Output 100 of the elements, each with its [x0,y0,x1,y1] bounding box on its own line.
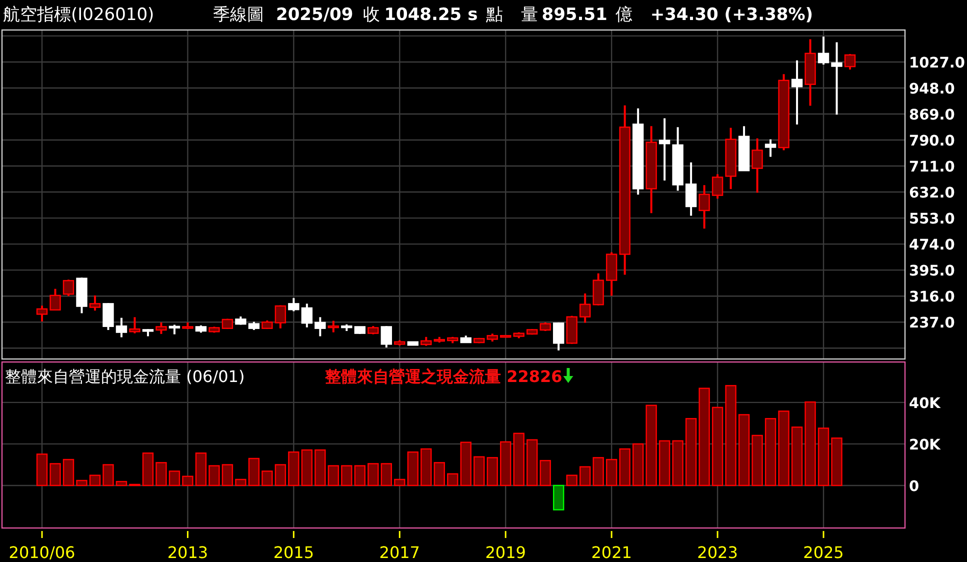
y-tick-label: 869.0 [909,107,955,124]
annotation: 整體來自營運之現金流量 22826 [324,367,562,386]
candlestick [818,36,830,66]
bar [579,466,591,486]
candlestick [380,325,392,348]
bar [341,465,352,486]
chart-title: 航空指標(I026010) [3,5,154,25]
y-tick-label: 632.0 [909,186,955,202]
text: 895.51 [542,5,608,25]
bar [36,454,48,486]
bar [380,463,392,486]
candlestick [129,316,140,334]
text: +34.30 (+3.38%) [650,5,814,25]
text: 億 [615,5,632,25]
candlestick [685,161,697,217]
y-tick-label: 790.0 [909,134,955,150]
bar [632,443,644,486]
bar [460,442,472,486]
y-tick-label: 316.0 [909,290,955,306]
bar [791,426,803,486]
candlestick [752,137,763,194]
bar [552,484,564,510]
bar [76,480,88,486]
bar [222,464,234,486]
text: 點 [484,5,503,25]
bar [142,452,154,486]
y-tick-label: 237.0 [909,316,955,332]
bar [208,465,220,486]
bar [274,464,286,486]
bar [368,463,379,486]
candlestick [698,184,710,230]
candlestick [102,302,114,332]
candlestick [301,302,313,328]
bar [195,452,207,486]
bar [447,473,458,486]
candlestick [712,173,724,200]
candlestick [50,288,61,312]
bar [513,432,524,486]
bar [764,418,776,486]
y-tick-label: 711.0 [909,160,955,176]
bar [500,441,512,486]
text: 量 [520,5,538,25]
text: 2025/09 [276,5,354,25]
y-tick-label: 40K [909,396,942,412]
candlestick [844,53,856,71]
candlestick [328,320,340,334]
bar [818,428,830,486]
bar [89,474,101,486]
x-tick-label: 2025 [803,543,844,562]
bar [182,476,194,486]
candlestick [62,278,74,298]
candlestick [156,321,167,335]
x-tick-label: 2015 [273,543,314,562]
text: s [468,5,478,25]
candlestick [579,292,591,324]
bar [116,480,128,486]
bar [407,451,418,486]
candlestick [658,117,670,182]
bar [778,410,790,486]
bar [606,458,618,486]
bar [102,464,114,486]
bar [698,388,710,486]
bar [566,474,578,486]
bar [50,463,61,486]
candlestick [168,324,180,336]
text: 收 [363,5,380,25]
bar [301,449,313,486]
x-tick-label: 2010/06 [8,543,76,562]
bar [262,470,273,486]
bar [619,448,630,486]
x-tick-label: 2017 [379,543,420,562]
bar [486,457,498,486]
bar [328,465,340,486]
bar [752,434,763,486]
x-tick-label: 2019 [485,543,526,562]
y-tick-label: 0 [909,478,920,495]
text: 1048.25 [384,5,462,25]
candlestick [764,138,776,158]
bar [354,465,366,486]
bar [394,478,406,486]
bar [474,456,485,486]
bar [725,385,736,486]
bar [420,448,432,486]
bar [672,440,684,486]
bar [62,458,74,486]
y-tick-label: 1027.0 [909,55,965,72]
y-tick-label: 474.0 [909,238,955,254]
bar [248,458,260,486]
candlestick [116,316,128,338]
y-tick-label: 948.0 [909,81,955,98]
candlestick [314,316,326,338]
bar [592,457,604,486]
candlestick [36,304,48,322]
candlestick [552,321,564,352]
bar [526,439,538,486]
text: 季線圖 [213,5,264,25]
y-tick-label: 20K [909,437,942,454]
bar [685,418,697,486]
candlestick [831,41,842,116]
candlestick [791,59,803,126]
